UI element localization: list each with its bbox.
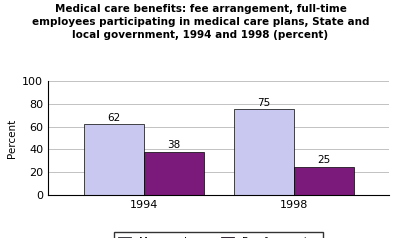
Legend: Managed care, Fee-for-service: Managed care, Fee-for-service bbox=[114, 232, 323, 238]
Text: 62: 62 bbox=[107, 113, 120, 123]
Bar bbox=[294, 167, 354, 195]
Bar bbox=[144, 152, 204, 195]
Y-axis label: Percent: Percent bbox=[7, 119, 17, 158]
Text: 75: 75 bbox=[257, 98, 270, 108]
Bar bbox=[233, 109, 294, 195]
Text: 25: 25 bbox=[317, 155, 330, 165]
Text: 38: 38 bbox=[167, 140, 180, 150]
Bar bbox=[83, 124, 144, 195]
Text: Medical care benefits: fee arrangement, full-time
employees participating in med: Medical care benefits: fee arrangement, … bbox=[32, 4, 369, 40]
